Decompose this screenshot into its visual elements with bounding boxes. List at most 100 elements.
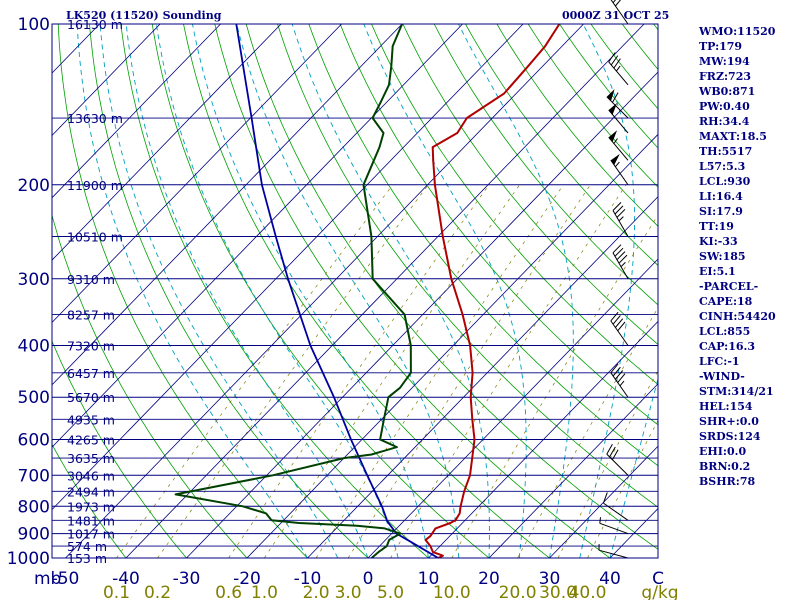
index-entry: CAPE:18 — [699, 295, 753, 308]
height-label: 1973 m — [67, 499, 115, 514]
mixing-ratio-label: 5.0 — [377, 583, 404, 600]
index-entry: BSHR:78 — [699, 475, 756, 488]
height-label: 4265 m — [67, 433, 115, 448]
height-label: 1481 m — [67, 513, 115, 528]
height-label: 13630 m — [67, 111, 123, 126]
index-entry: LI:16.4 — [699, 190, 743, 203]
mixing-ratio-label: 40.0 — [569, 583, 607, 600]
index-entry: SRDS:124 — [699, 430, 761, 443]
isotherm-line — [549, 445, 658, 558]
temperature-trace — [424, 24, 561, 558]
isotherm-line — [125, 24, 645, 558]
wind-barb — [610, 0, 629, 25]
index-entry: LCL:930 — [699, 175, 751, 188]
temperature-tick-label: -20 — [233, 569, 261, 589]
temperature-tick-label: 20 — [478, 569, 500, 589]
wind-barb — [610, 311, 629, 346]
height-label: 10510 m — [67, 230, 123, 245]
index-entry: BRN:0.2 — [699, 460, 751, 473]
index-entry: TH:5517 — [699, 145, 753, 158]
isotherm-line — [65, 24, 584, 558]
index-entry: TP:179 — [699, 40, 743, 53]
index-entry: SI:17.9 — [699, 205, 743, 218]
index-entry: CAP:16.3 — [699, 340, 756, 353]
stability-indices-list: WMO:11520 TP:179 MW:194 FRZ:723 WB0:871 PW:0.… — [699, 24, 776, 489]
isotherm-line — [186, 71, 658, 558]
isotherm-line — [488, 383, 658, 558]
index-entry: PW:0.40 — [699, 100, 750, 113]
height-label: 6457 m — [67, 366, 115, 381]
index-entry: FRZ:723 — [699, 70, 752, 83]
mixing-ratio-label: 10.0 — [433, 583, 471, 600]
wind-barb — [612, 244, 629, 280]
mixing-ratio-label: 3.0 — [335, 583, 362, 600]
pressure-tick-label: 100 — [18, 15, 50, 35]
temperature-tick-label: -10 — [294, 569, 322, 589]
mixing-ratio-label: 2.0 — [303, 583, 330, 600]
index-entry: EI:5.1 — [699, 265, 736, 278]
index-entry: LCL:855 — [699, 325, 751, 338]
index-entry: HEL:154 — [699, 400, 753, 413]
wind-barb — [610, 153, 629, 186]
index-entry: SHR+:0.0 — [699, 415, 759, 428]
mixing-ratio-line — [315, 184, 564, 558]
index-entry: MAXT:18.5 — [699, 130, 767, 143]
height-label: 11900 m — [67, 178, 123, 193]
height-label: 3046 m — [67, 468, 115, 483]
profile-traces — [174, 24, 561, 558]
height-label: 574 m — [67, 539, 107, 554]
dewpoint-trace — [174, 24, 412, 558]
index-entry: STM:314/21 — [699, 385, 774, 398]
temperature-tick-label: 10 — [418, 569, 440, 589]
pressure-tick-label: 600 — [18, 431, 50, 451]
wind-barb — [612, 202, 629, 237]
temperature-tick-label: -50 — [52, 569, 80, 589]
pressure-tick-label: 300 — [18, 270, 50, 290]
wind-barb — [598, 544, 629, 559]
index-entry: EHI:0.0 — [699, 445, 747, 458]
isotherm-line — [52, 24, 524, 511]
isotherm-line — [246, 133, 658, 558]
isotherm-line — [52, 24, 282, 261]
height-label: 5670 m — [67, 390, 115, 405]
temperature-tick-label: -40 — [112, 569, 140, 589]
wind-barb — [599, 517, 629, 535]
height-label: 16130 m — [67, 17, 123, 32]
mixing-ratio-line — [228, 184, 490, 558]
pressure-tick-label: 200 — [18, 176, 50, 196]
height-label: 3635 m — [67, 451, 115, 466]
pressure-unit-label: mb — [34, 569, 61, 589]
isotherm-line — [307, 196, 658, 558]
temperature-tick-label: 30 — [539, 569, 561, 589]
index-entry: -PARCEL- — [699, 280, 759, 293]
wind-barb — [602, 492, 629, 521]
plot-frame — [51, 23, 659, 559]
mixing-ratio-label: 20.0 — [499, 583, 537, 600]
index-entry: CINH:54420 — [699, 310, 776, 323]
pressure-tick-label: 800 — [18, 497, 50, 517]
pressure-tick-label: 400 — [18, 337, 50, 357]
mixing-ratio-label: 0.1 — [103, 583, 130, 600]
height-label: 7320 m — [67, 339, 115, 354]
index-entry: RH:34.4 — [699, 115, 750, 128]
height-label: 4935 m — [67, 412, 115, 427]
wind-barb — [608, 130, 629, 161]
isotherm-line — [52, 24, 221, 199]
height-label: 8257 m — [67, 308, 115, 323]
valid-time: 0000Z 31 OCT 25 — [562, 9, 670, 22]
wind-barb — [608, 102, 629, 134]
pressure-tick-label: 900 — [18, 525, 50, 545]
index-entry: -WIND- — [699, 370, 745, 383]
pressure-tick-label: 500 — [18, 388, 50, 408]
height-label: 1017 m — [67, 527, 115, 542]
height-label: 9310 m — [67, 272, 115, 287]
chart-title: LK520 (11520) Sounding — [66, 9, 222, 22]
index-entry: LFC:-1 — [699, 355, 740, 368]
isotherm-line — [52, 24, 403, 386]
index-entry: WMO:11520 — [699, 25, 776, 38]
pressure-tick-label: 700 — [18, 466, 50, 486]
mixing-ratio-label: 1.0 — [251, 583, 278, 600]
index-entry: L57:5.3 — [699, 160, 746, 173]
temperature-tick-label: 0 — [363, 569, 374, 589]
